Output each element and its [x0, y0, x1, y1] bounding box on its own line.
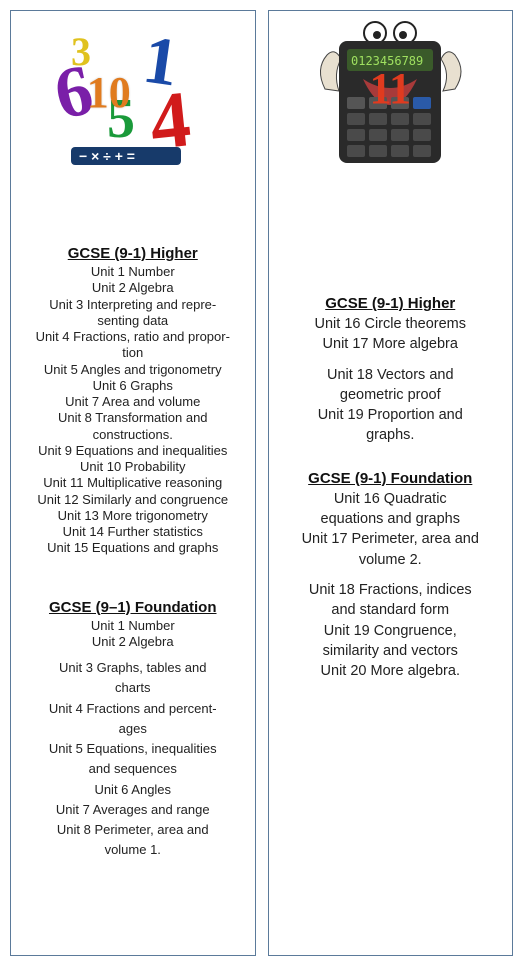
- unit-line: Unit 17 Perimeter, area and: [275, 529, 507, 549]
- unit-line: Unit 7 Averages and range: [17, 802, 249, 818]
- unit-line: Unit 6 Angles: [17, 782, 249, 798]
- left-higher-list: Unit 1 NumberUnit 2 AlgebraUnit 3 Interp…: [17, 264, 249, 557]
- right-panel: 0123456789 11 GCSE (9-1) Higher Unit 16 …: [268, 10, 514, 956]
- unit-line: Unit 4 Fractions and percent-: [17, 701, 249, 717]
- unit-line: equations and graphs: [275, 509, 507, 529]
- left-foundation-list-a: Unit 1 NumberUnit 2 Algebra: [17, 618, 249, 651]
- right-higher-title: GCSE (9-1) Higher: [275, 295, 507, 312]
- unit-line: Unit 14 Further statistics: [17, 524, 249, 540]
- unit-line: Unit 2 Algebra: [17, 634, 249, 650]
- unit-line: Unit 5 Equations, inequalities: [17, 741, 249, 757]
- unit-line: volume 2.: [275, 550, 507, 570]
- left-foundation-block: GCSE (9–1) Foundation Unit 1 NumberUnit …: [17, 593, 249, 863]
- right-foundation-title: GCSE (9-1) Foundation: [275, 470, 507, 487]
- unit-line: Unit 6 Graphs: [17, 378, 249, 394]
- right-foundation-list-b: Unit 18 Fractions, indicesand standard f…: [275, 580, 507, 681]
- right-foundation-list-a: Unit 16 Quadraticequations and graphsUni…: [275, 489, 507, 570]
- math-numbers-icon: 1 6 4 5 3 − × ÷ + =: [53, 19, 213, 169]
- unit-line: Unit 18 Vectors and: [275, 365, 507, 385]
- unit-line: Unit 9 Equations and inequalities: [17, 443, 249, 459]
- left-foundation-title: GCSE (9–1) Foundation: [17, 599, 249, 616]
- unit-line: Unit 10 Probability: [17, 459, 249, 475]
- unit-line: Unit 18 Fractions, indices: [275, 580, 507, 600]
- unit-line: constructions.: [17, 427, 249, 443]
- left-panel: 1 6 4 5 3 − × ÷ + = 10 GCSE (9-1) Higher…: [10, 10, 256, 956]
- unit-line: Unit 15 Equations and graphs: [17, 540, 249, 556]
- calculator-icon: 0123456789: [305, 19, 475, 169]
- svg-text:− × ÷ + =: − × ÷ + =: [79, 148, 135, 164]
- left-foundation-list-b: Unit 3 Graphs, tables and charts Unit 4 Fr…: [17, 660, 249, 859]
- unit-line: ages: [17, 721, 249, 737]
- unit-line: Unit 1 Number: [17, 618, 249, 634]
- unit-line: Unit 13 More trigonometry: [17, 508, 249, 524]
- unit-line: Unit 17 More algebra: [275, 334, 507, 354]
- unit-line: Unit 20 More algebra.: [275, 661, 507, 681]
- unit-line: Unit 8 Transformation and: [17, 410, 249, 426]
- unit-line: geometric proof: [275, 385, 507, 405]
- unit-line: Unit 3 Interpreting and repre-: [17, 297, 249, 313]
- svg-text:3: 3: [71, 29, 91, 74]
- unit-line: Unit 5 Angles and trigonometry: [17, 362, 249, 378]
- numbers-illustration: 1 6 4 5 3 − × ÷ + = 10: [53, 19, 213, 169]
- unit-line: graphs.: [275, 425, 507, 445]
- unit-line: Unit 19 Proportion and: [275, 405, 507, 425]
- calculator-illustration: 0123456789 11: [305, 19, 475, 169]
- left-higher-block: GCSE (9-1) Higher Unit 1 NumberUnit 2 Al…: [17, 239, 249, 557]
- unit-line: Unit 3 Graphs, tables and: [17, 660, 249, 676]
- unit-line: senting data: [17, 313, 249, 329]
- unit-line: Unit 16 Quadratic: [275, 489, 507, 509]
- unit-line: Unit 4 Fractions, ratio and propor-: [17, 329, 249, 345]
- unit-line: and sequences: [17, 761, 249, 777]
- unit-line: Unit 7 Area and volume: [17, 394, 249, 410]
- right-higher-list-b: Unit 18 Vectors andgeometric proofUnit 1…: [275, 365, 507, 446]
- right-higher-block: GCSE (9-1) Higher Unit 16 Circle theorem…: [275, 289, 507, 446]
- unit-line: Unit 8 Perimeter, area and: [17, 822, 249, 838]
- svg-text:5: 5: [107, 88, 135, 150]
- unit-line: Unit 1 Number: [17, 264, 249, 280]
- unit-line: charts: [17, 680, 249, 696]
- right-foundation-block: GCSE (9-1) Foundation Unit 16 Quadratice…: [275, 464, 507, 682]
- unit-line: Unit 16 Circle theorems: [275, 314, 507, 334]
- unit-line: Unit 11 Multiplicative reasoning: [17, 475, 249, 491]
- right-higher-list-a: Unit 16 Circle theoremsUnit 17 More alge…: [275, 314, 507, 355]
- left-higher-title: GCSE (9-1) Higher: [17, 245, 249, 262]
- unit-line: Unit 12 Similarly and congruence: [17, 492, 249, 508]
- svg-text:0123456789: 0123456789: [351, 54, 423, 68]
- unit-line: similarity and vectors: [275, 641, 507, 661]
- unit-line: Unit 19 Congruence,: [275, 621, 507, 641]
- unit-line: volume 1.: [17, 842, 249, 858]
- unit-line: and standard form: [275, 600, 507, 620]
- unit-line: tion: [17, 345, 249, 361]
- unit-line: Unit 2 Algebra: [17, 280, 249, 296]
